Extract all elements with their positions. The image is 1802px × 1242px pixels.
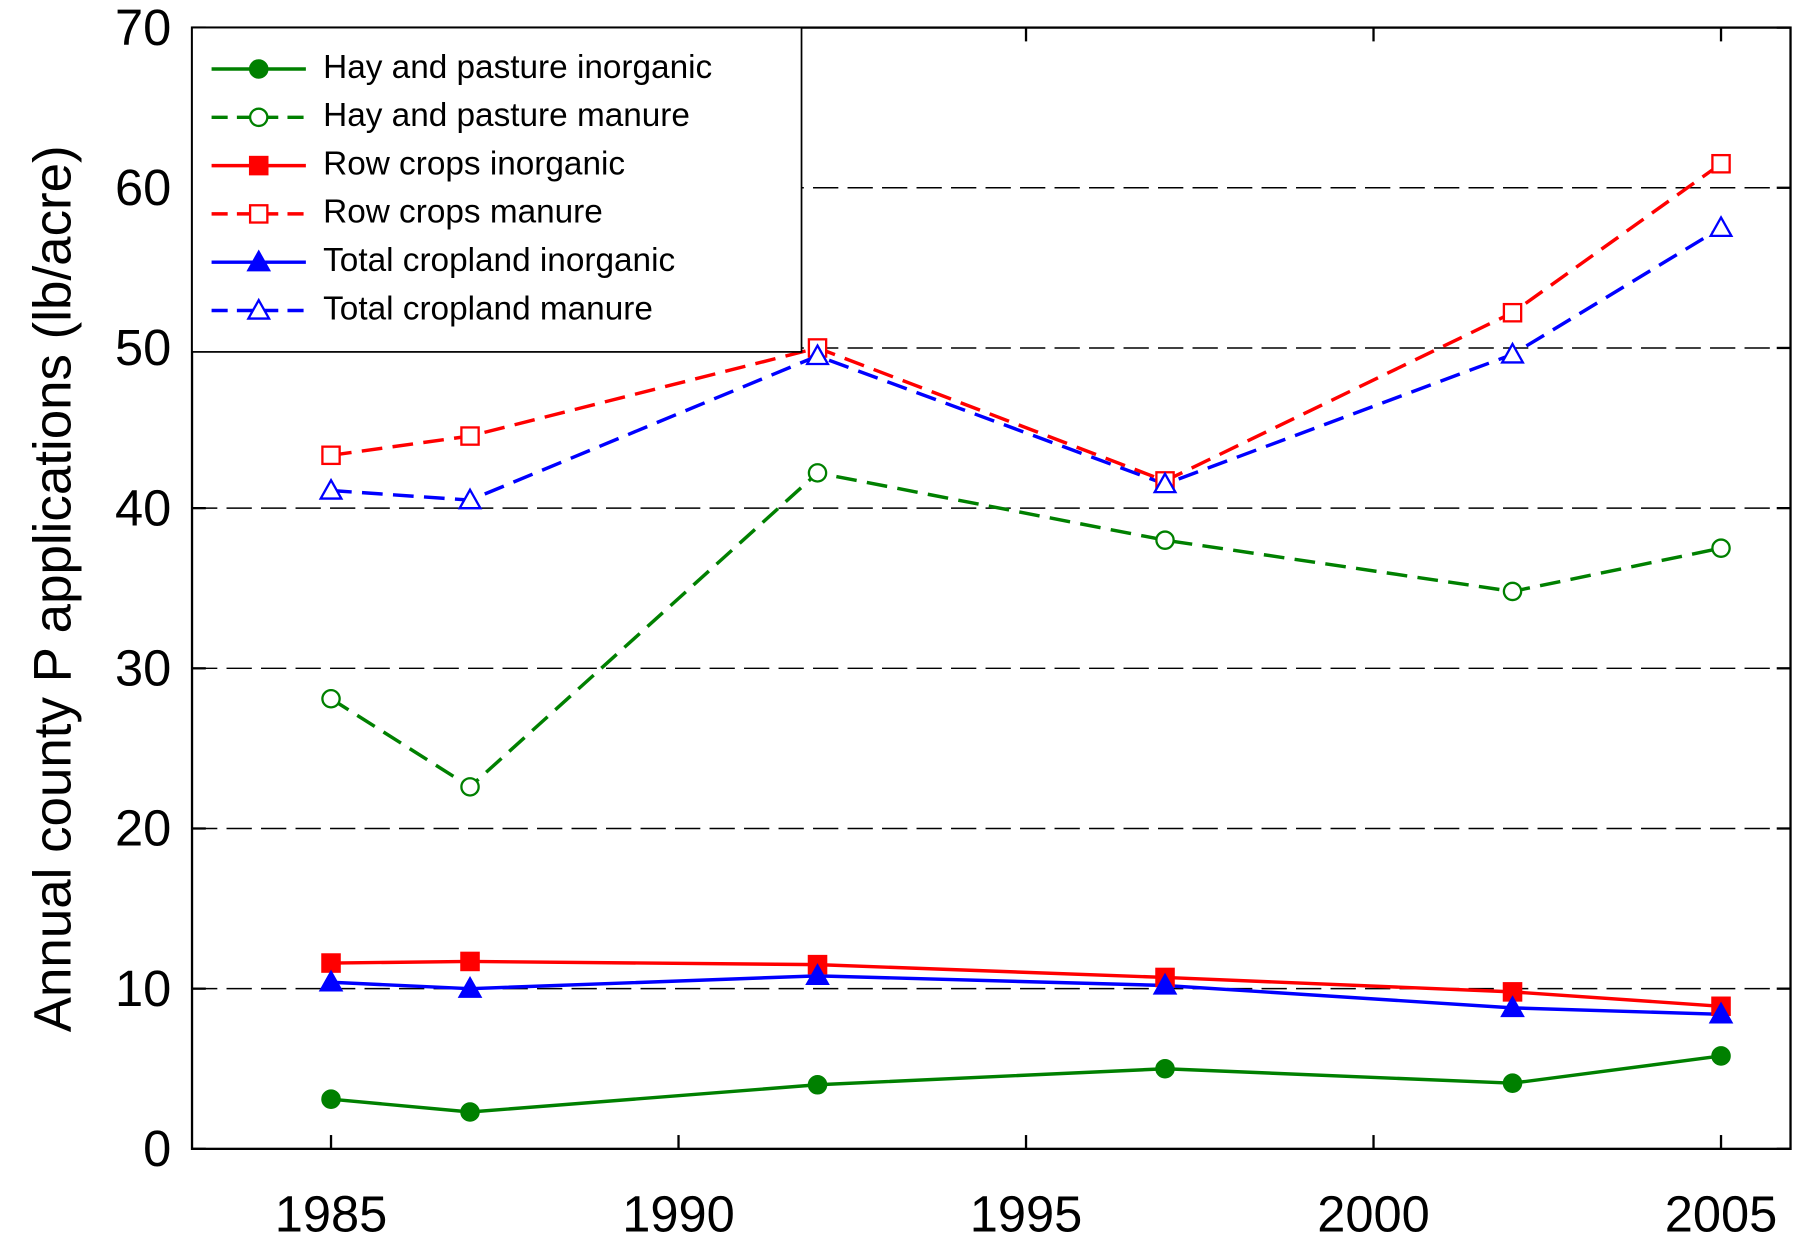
series-line [330,1054,1722,1114]
marker [1155,1058,1175,1079]
marker [1155,530,1175,550]
x-tick-label: 1995 [970,1186,1083,1242]
marker [1152,972,1178,995]
marker [460,1102,480,1122]
marker [1502,1073,1523,1093]
marker [807,1075,828,1095]
marker [1500,341,1525,364]
marker [460,777,480,797]
x-tick-label: 1990 [622,1186,735,1242]
marker [1711,1046,1731,1066]
y-tick-label: 60 [115,159,171,216]
marker [457,975,483,998]
legend: Hay and pasture inorganic Hay and pasture… [191,26,803,353]
legend-label: Total cropland inorganic [323,242,675,279]
marker [805,963,830,986]
y-tick-label: 70 [115,0,171,56]
marker [1711,153,1731,174]
legend-label: Hay and pasture manure [323,97,690,134]
marker [805,343,830,366]
y-tick-label: 40 [115,479,171,536]
x-tick-label: 1985 [275,1186,388,1242]
legend-box [191,26,803,353]
series-line [330,162,1723,483]
y-tick-label: 10 [115,960,171,1017]
legend-label: Hay and pasture inorganic [323,49,712,86]
legend-marker [248,204,269,224]
marker [1500,995,1525,1018]
series-line [331,959,1722,1009]
legend-marker [246,297,272,320]
y-tick-label: 50 [115,319,171,376]
marker [1708,215,1734,238]
legend-marker [246,249,272,272]
marker [321,1089,341,1109]
marker [460,426,480,446]
y-tick-label: 20 [115,800,171,857]
marker [318,477,344,500]
y-tick-label: 0 [143,1120,171,1177]
legend-label: Total cropland manure [323,290,653,327]
plot-frame [190,26,1792,1150]
marker [321,953,341,973]
legend-label: Row crops inorganic [323,145,625,182]
legend-label: Row crops manure [323,194,603,231]
marker [318,969,344,992]
marker [460,951,480,972]
marker [1502,302,1523,323]
marker [321,445,341,466]
x-tick-label: 2005 [1665,1186,1778,1242]
series-line [330,226,1722,502]
legend-marker [248,59,269,79]
legend-marker [248,155,269,176]
marker [1708,1001,1734,1024]
y-axis-label: Annual county P applications (lb/acre) [23,145,82,1032]
marker [1502,581,1523,602]
series-line [330,974,1722,1017]
marker [807,463,828,483]
y-tick-label: 30 [115,640,171,697]
marker [457,487,483,510]
marker [321,688,341,709]
marker [1711,538,1731,558]
series-line [330,471,1722,790]
x-tick-label: 2000 [1317,1186,1430,1242]
legend-marker [248,107,269,128]
marker [1152,471,1178,494]
